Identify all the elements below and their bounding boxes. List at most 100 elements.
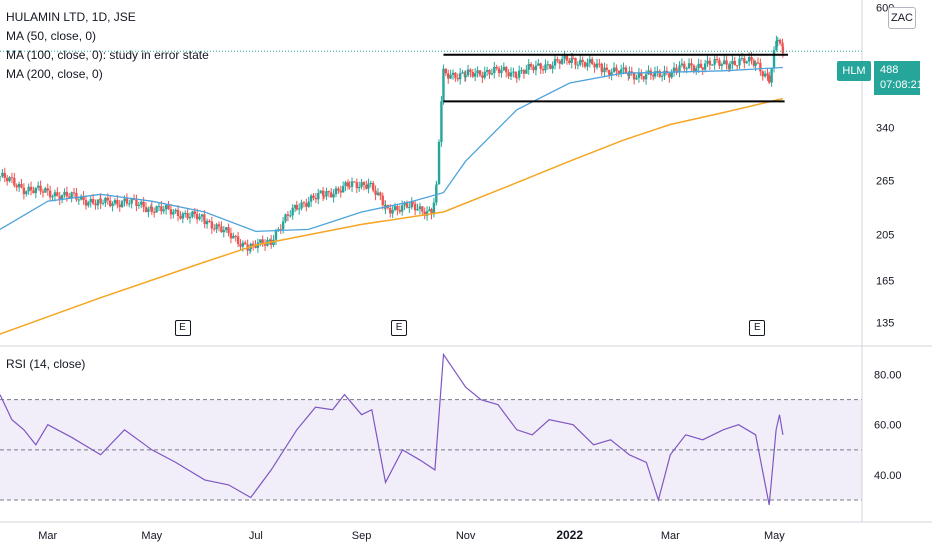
candle-body [411,201,414,204]
candle-body [653,71,657,77]
candle-body [408,207,411,209]
candle-body [232,235,235,239]
candle-body [449,75,452,79]
candle-body [512,71,515,73]
candle-body [432,202,436,215]
earnings-marker[interactable]: E [391,320,408,336]
candle-body [652,75,655,77]
rsi-legend[interactable]: RSI (14, close) [6,357,86,371]
ma200-line [0,97,784,335]
candle-body [155,206,158,213]
candle-body [568,60,571,63]
symbol-title[interactable]: HULAMIN LTD, 1D, JSE [6,10,136,24]
candle-body [534,65,538,71]
candle-body [778,39,782,44]
candle-body [775,40,778,51]
time-tick-label: Jul [249,530,263,542]
candle-body [135,199,138,206]
time-tick-label: Mar [38,530,57,542]
candle-body [675,67,678,71]
candle-body [108,200,112,207]
candle-body [537,63,540,66]
candle-body [113,200,117,204]
candle-body [104,197,107,203]
candle-body [418,206,422,210]
candle-body [251,243,255,246]
candle-body [560,59,564,64]
candle-body [34,187,38,194]
candle-body [444,68,448,74]
rsi-pane [0,352,862,506]
candle-body [229,233,233,239]
candle-body [140,201,143,205]
candle-body [152,211,156,213]
candle-body [286,214,290,216]
candle-body [350,181,354,187]
candle-body [505,66,508,73]
candle-body [500,70,503,74]
candle-body [563,55,566,60]
candle-body [99,198,102,204]
earnings-marker[interactable]: E [749,320,766,336]
candle-body [581,59,584,63]
horizontal-levels[interactable] [0,50,862,103]
candle-body [668,73,671,78]
candle-body [325,191,328,197]
candle-body [413,203,417,211]
candle-body [442,68,445,102]
candle-body [217,224,221,227]
candle-body [747,56,751,62]
candle-body [454,72,457,79]
currency-scale-button[interactable]: ZAC [888,7,916,29]
candle-body [147,208,150,213]
candle-body [210,221,214,229]
candle-body [297,208,301,210]
earnings-marker[interactable]: E [174,320,191,336]
legend-ma100[interactable]: MA (100, close, 0): study in error state [6,48,209,62]
candle-body [549,64,552,69]
candle-body [227,227,230,234]
candle-body [376,192,380,195]
candle-body [295,204,298,210]
candlesticks [0,35,785,256]
rsi-tick-label: 80.00 [874,370,902,382]
candle-body [483,71,486,78]
candle-body [488,70,491,75]
candle-body [293,204,297,208]
candle-body [5,177,9,182]
candle-body [58,196,61,200]
candle-body [254,245,257,248]
candle-body [440,101,443,142]
candle-body [244,242,247,245]
candle-body [272,239,275,245]
candle-body [514,71,517,78]
legend-ma50[interactable]: MA (50, close, 0) [6,29,97,43]
legend-ma200[interactable]: MA (200, close, 0) [6,67,103,81]
candle-body [706,60,709,64]
candle-body [289,215,292,217]
candle-body [314,197,318,200]
price-tick-label: 135 [876,318,894,330]
candle-body [697,63,700,69]
candle-body [281,221,285,230]
candle-body [752,60,756,66]
candle-body [15,185,18,188]
candle-body [456,78,459,80]
candle-body [683,63,686,69]
candle-body [743,58,746,64]
candle-body [541,68,545,71]
candle-body [570,58,573,63]
candle-body [241,242,245,247]
candle-body [0,176,2,178]
candle-body [188,216,192,219]
candle-body [595,63,599,68]
candle-body [430,209,433,215]
candle-body [451,72,455,76]
candle-body [403,202,406,206]
candle-body [400,205,404,212]
candle-body [745,61,748,64]
time-tick-label: Nov [456,530,476,542]
candle-body [687,63,691,69]
candle-body [522,70,526,74]
